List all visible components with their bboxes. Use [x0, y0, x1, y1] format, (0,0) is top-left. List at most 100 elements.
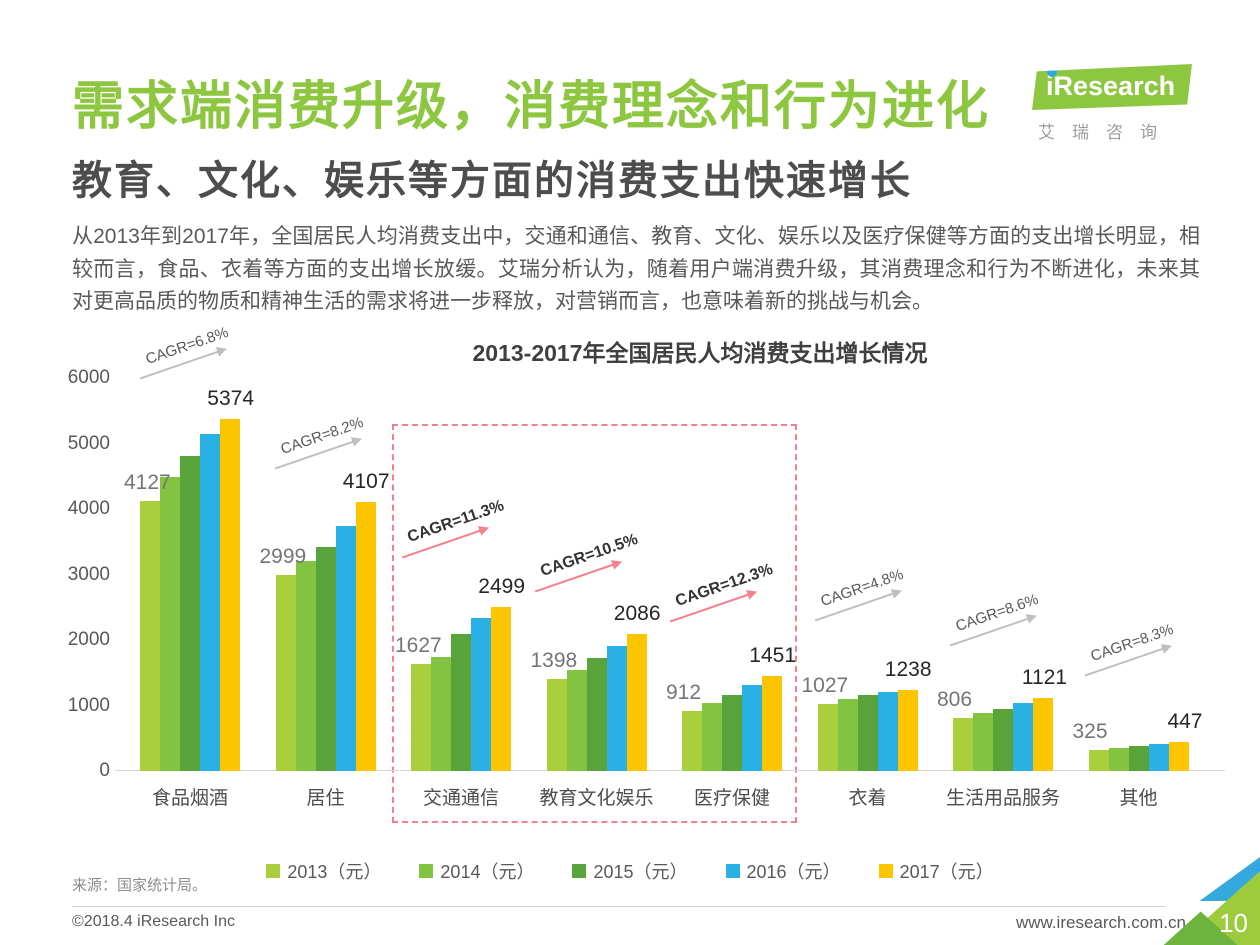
y-tick-label: 1000 [67, 694, 110, 716]
bar-group: 912 1451 医疗保健 [666, 378, 796, 809]
category-label: 食品烟酒 [151, 788, 228, 809]
value-label-start: 1627 [395, 634, 442, 658]
bar [315, 547, 336, 771]
bar-group: 1627 2499 交通通信 [395, 378, 525, 809]
category-label: 其他 [1119, 788, 1158, 809]
website-link[interactable]: www.iresearch.com.cn [1015, 913, 1186, 932]
category-label: 交通通信 [422, 788, 499, 809]
legend-label: 2013（元） [287, 862, 382, 882]
page-subtitle: 教育、文化、娱乐等方面的消费支出快速增长 [72, 159, 912, 203]
bar [295, 561, 316, 771]
bar [626, 634, 647, 771]
bar [897, 690, 918, 771]
y-tick-label: 6000 [67, 367, 110, 388]
bar [973, 713, 993, 771]
cagr-label: CAGR=6.8% [143, 323, 231, 369]
bar-series [1088, 378, 1189, 771]
bar [877, 692, 898, 771]
page-title: 需求端消费升级，消费理念和行为进化 [72, 78, 991, 136]
y-tick-label: 3000 [67, 563, 110, 585]
bar-series [411, 378, 511, 771]
iresearch-logo: iResearch 艾瑞咨询 [1032, 64, 1197, 143]
bar-series [140, 378, 240, 771]
bar [1168, 742, 1189, 771]
bar [491, 607, 511, 771]
bar [451, 634, 471, 771]
legend-label: 2015（元） [593, 862, 688, 882]
bar [1128, 746, 1149, 771]
footer-divider [72, 906, 1165, 907]
value-label-start: 806 [937, 688, 973, 712]
bar [1013, 703, 1033, 771]
bar [857, 695, 878, 771]
category-label: 医疗保健 [693, 788, 770, 809]
legend-item: 2013（元） [266, 858, 381, 884]
legend-swatch [725, 864, 740, 878]
bar-series [817, 378, 918, 771]
bar-group: 325 447 其他 [1073, 378, 1203, 809]
value-label-end: 1121 [1021, 665, 1067, 689]
bar [1148, 744, 1169, 771]
page-number: 10 [1219, 908, 1248, 938]
bar [335, 526, 356, 771]
value-label-end: 2086 [613, 602, 661, 626]
y-tick-label: 2000 [67, 629, 110, 650]
bar-group: 1398 2086 教育文化娱乐 [531, 378, 661, 809]
value-label-start: 2999 [259, 544, 307, 568]
legend-swatch [266, 864, 281, 878]
category-label: 衣着 [848, 788, 887, 809]
intro-paragraph: 从2013年到2017年，全国居民人均消费支出中，交通和通信、教育、文化、娱乐以… [72, 225, 1200, 314]
bar [200, 434, 220, 771]
logo-brand-cn: 艾瑞咨询 [1038, 123, 1174, 142]
value-label-start: 1027 [801, 673, 849, 697]
page-corner-decoration: 10 [1148, 857, 1260, 945]
y-tick-label: 0 [99, 760, 110, 781]
bar [586, 658, 607, 771]
bar [220, 419, 240, 771]
category-label: 教育文化娱乐 [539, 788, 654, 809]
bar [546, 679, 567, 771]
bar [1088, 750, 1109, 771]
bar [606, 646, 627, 771]
chart-title: 2013-2017年全国居民人均消费支出增长情况 [472, 340, 928, 366]
bar-group: 806 1121 生活用品服务 [937, 378, 1067, 809]
legend-label: 2014（元） [440, 862, 535, 882]
bar [762, 676, 782, 771]
value-label-end: 1238 [884, 657, 932, 681]
bar [682, 711, 702, 771]
chart-legend: 2013（元） 2014（元） 2015（元） 2016（元） 2017（元） [0, 858, 1260, 884]
value-label-start: 4127 [124, 470, 171, 494]
value-label-start: 1398 [530, 649, 578, 673]
legend-swatch [572, 864, 587, 878]
y-tick-label: 5000 [67, 432, 110, 454]
legend-item: 2016（元） [725, 858, 841, 884]
bar [566, 670, 587, 771]
bar [471, 618, 491, 771]
bar [1108, 748, 1129, 771]
bar-series [682, 378, 782, 771]
category-label: 生活用品服务 [945, 788, 1060, 809]
value-label-start: 912 [666, 681, 702, 705]
bar [275, 575, 296, 771]
cagr-annotation: CAGR=6.8% [132, 317, 252, 380]
bar [742, 685, 762, 771]
logo-parallelogram: iResearch [1032, 64, 1192, 110]
value-label-end: 5374 [207, 387, 254, 411]
bar [411, 664, 431, 771]
bar [355, 502, 376, 771]
bar-group: 4127 5374 食品烟酒 [124, 378, 254, 809]
value-label-end: 1451 [749, 643, 796, 667]
bar [702, 703, 722, 771]
bar-series [953, 378, 1053, 771]
legend-label: 2016（元） [746, 862, 841, 882]
bar [431, 657, 451, 771]
category-label: 居住 [306, 788, 345, 809]
bar [180, 456, 200, 771]
legend-item: 2017（元） [878, 858, 994, 884]
logo-brand-text: iResearch [1046, 71, 1176, 101]
bar [722, 695, 742, 771]
value-label-end: 447 [1167, 709, 1203, 733]
bar [837, 699, 858, 771]
bar-series [546, 378, 647, 771]
